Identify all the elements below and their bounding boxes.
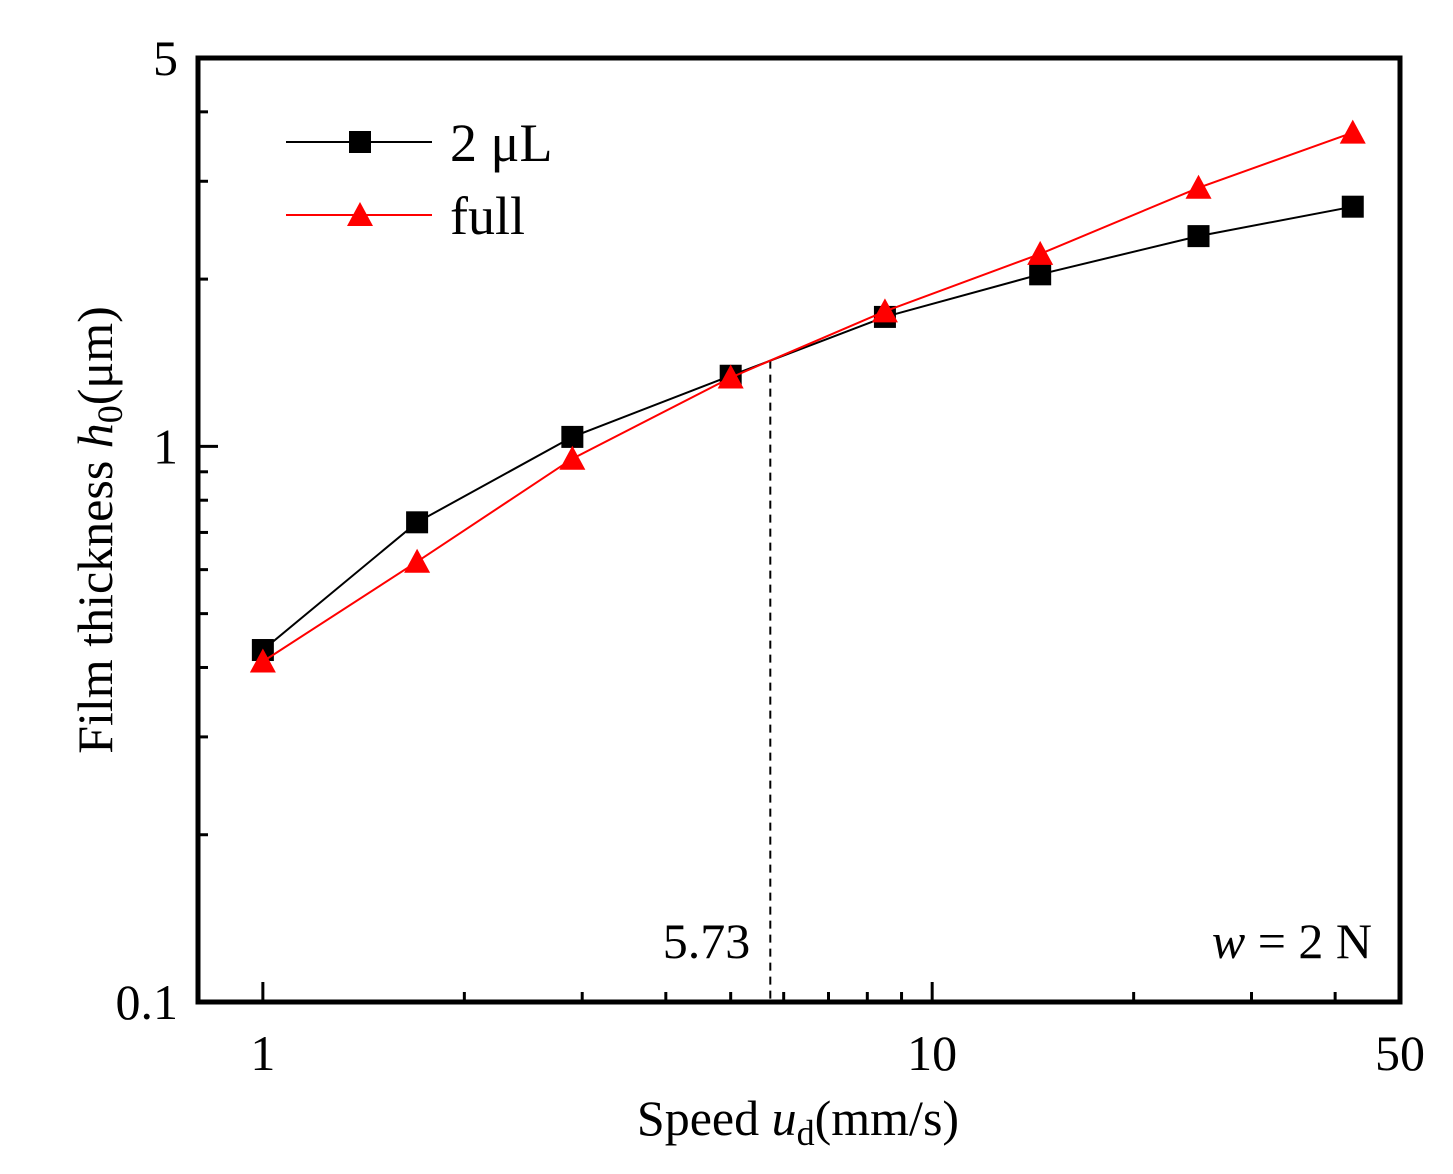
x-tick-label-50: 50 xyxy=(1375,1025,1425,1081)
data-point xyxy=(249,648,276,673)
series-full xyxy=(249,119,1366,673)
data-point xyxy=(1027,240,1054,265)
x-tick-label-1: 1 xyxy=(250,1025,275,1081)
legend: 2 μL full xyxy=(286,113,552,246)
series-line xyxy=(262,131,1354,663)
data-point xyxy=(1185,174,1212,199)
series-2ul xyxy=(251,195,1364,662)
y-tick-label-5: 5 xyxy=(153,30,178,86)
y-tick-label-1: 1 xyxy=(153,418,178,474)
series-line xyxy=(262,205,1353,651)
data-point xyxy=(559,445,586,470)
data-point xyxy=(871,298,898,323)
data-point xyxy=(561,425,584,448)
data-point xyxy=(1339,119,1366,144)
y-axis-ticks xyxy=(198,110,218,837)
data-point xyxy=(404,548,431,573)
x-tick-labels: 1 10 50 xyxy=(250,1025,1425,1081)
y-tick-labels: 0.1 1 5 xyxy=(116,30,179,1030)
data-point xyxy=(717,364,744,389)
y-axis-title: Film thickness h0(μm) xyxy=(67,306,130,754)
x-tick-label-10: 10 xyxy=(907,1025,957,1081)
y-tick-label-0.1: 0.1 xyxy=(116,974,179,1030)
legend-label-full: full xyxy=(450,186,525,246)
reference-label: 5.73 xyxy=(663,913,751,969)
legend-label-2ul: 2 μL xyxy=(450,113,552,173)
data-point xyxy=(1187,225,1210,248)
x-axis-title: Speed ud(mm/s) xyxy=(637,1090,959,1153)
legend-marker-square xyxy=(349,131,371,153)
data-point xyxy=(406,511,429,534)
legend-marker-triangle xyxy=(347,202,373,226)
plot-frame xyxy=(195,55,1403,1005)
data-point xyxy=(1341,195,1364,218)
data-point xyxy=(1029,263,1052,286)
load-annotation: w = 2 N xyxy=(1212,913,1372,969)
series-layer xyxy=(249,119,1366,673)
x-axis-ticks xyxy=(261,982,1337,1002)
